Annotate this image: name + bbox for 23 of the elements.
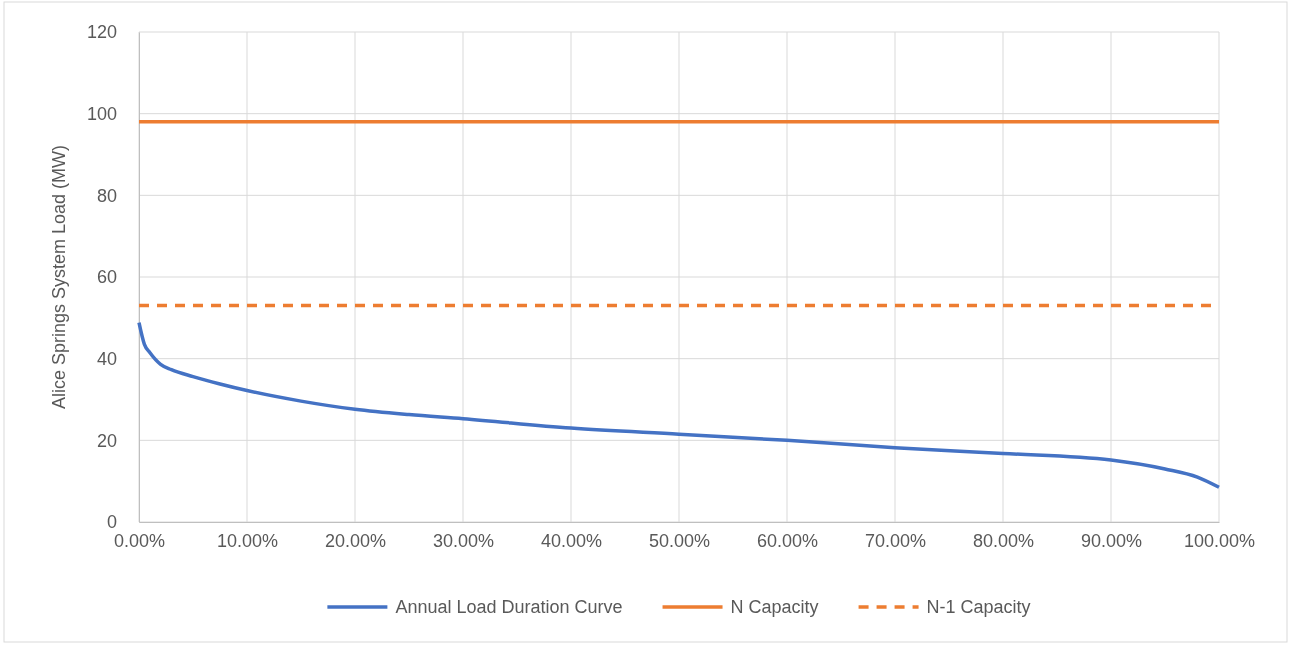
legend-label: N-1 Capacity [926,597,1031,617]
x-tick-label: 60.00% [756,530,819,551]
y-tick-label: 20 [96,430,117,451]
y-tick-label: 80 [96,185,117,206]
x-tick-label: 100.00% [1183,530,1256,551]
x-tick-label: 20.00% [324,530,387,551]
x-tick-label: 80.00% [972,530,1035,551]
y-tick-label: 40 [96,348,117,369]
y-tick-label: 60 [96,267,117,288]
y-tick-label: 100 [86,103,117,124]
y-tick-label: 0 [106,512,117,533]
y-axis-title: Alice Springs System Load (MW) [49,144,69,410]
line-series [137,320,1221,490]
x-tick-label: 40.00% [540,530,603,551]
x-tick-label: 30.00% [432,530,495,551]
x-tick-label: 10.00% [216,530,279,551]
legend-label: Annual Load Duration Curve [395,597,623,617]
x-tick-label: 0.00% [113,530,166,551]
legend-label: N Capacity [730,597,819,617]
x-tick-label: 90.00% [1080,530,1143,551]
x-tick-label: 70.00% [864,530,927,551]
y-tick-label: 120 [86,22,117,43]
x-tick-label: 50.00% [648,530,711,551]
